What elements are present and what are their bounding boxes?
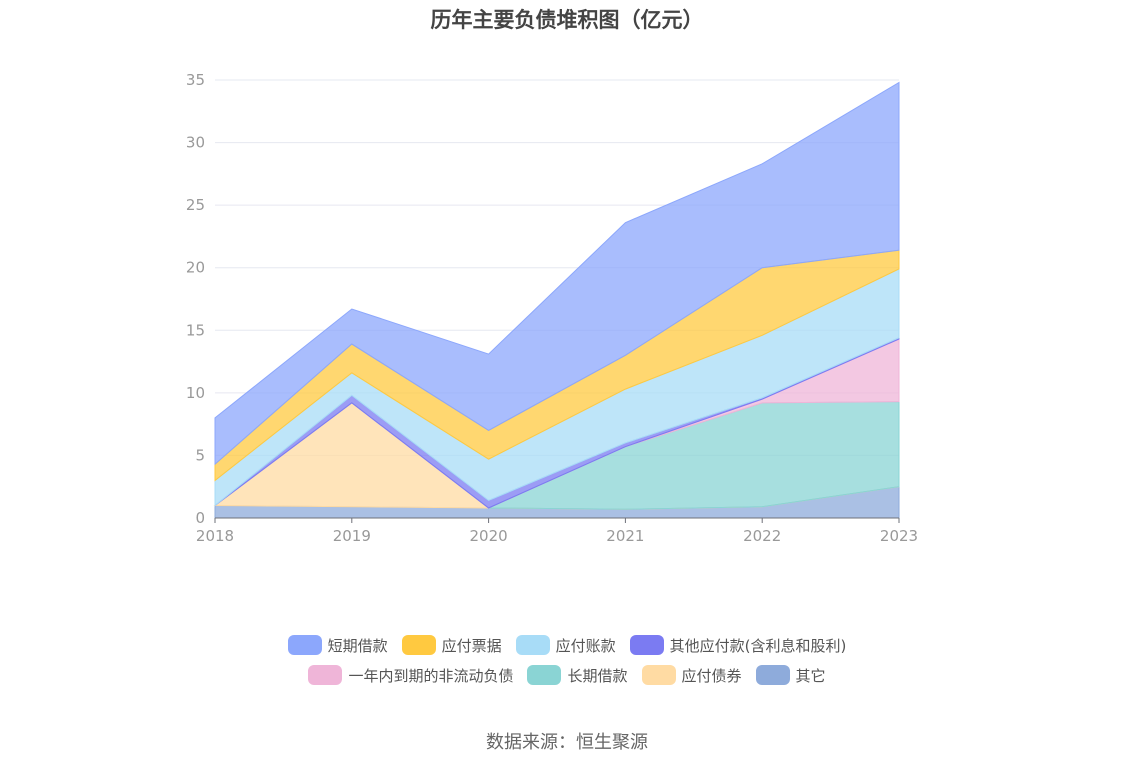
legend-item[interactable]: 一年内到期的非流动负债 — [308, 665, 513, 686]
axes: 0 5 10 15 20 25 30 35 2018 2019 2020 2021 2022 2023 — [186, 71, 918, 545]
legend-item[interactable]: 短期借款 — [287, 635, 388, 656]
legend-swatch — [308, 665, 343, 685]
legend-item[interactable]: 其他应付款(含利息和股利) — [629, 635, 847, 656]
legend-item[interactable]: 应付票据 — [401, 635, 502, 656]
legend-swatch — [641, 665, 676, 685]
x-tick-label: 2020 — [470, 527, 508, 545]
chart-title: 历年主要负债堆积图（亿元） — [430, 8, 704, 32]
x-tick-label: 2023 — [880, 527, 918, 545]
area-series-7 — [214, 81, 900, 466]
legend-item[interactable]: 应付账款 — [515, 635, 616, 656]
legend-item[interactable]: 应付债券 — [641, 665, 742, 686]
y-tick-label: 5 — [195, 446, 205, 464]
y-tick-label: 0 — [195, 509, 205, 527]
y-tick-label: 35 — [186, 71, 205, 89]
legend-swatch — [401, 635, 436, 655]
y-tick-label: 25 — [186, 196, 205, 214]
x-tick-label: 2021 — [606, 527, 644, 545]
legend-item[interactable]: 长期借款 — [527, 665, 628, 686]
legend-label: 应付票据 — [441, 636, 502, 655]
legend-swatch — [629, 635, 664, 655]
legend-swatch — [515, 635, 550, 655]
legend-swatch — [287, 635, 322, 655]
data-source: 数据来源：恒生聚源 — [486, 732, 648, 753]
legend-row: 短期借款 应付票据 应付账款 其他应付款(含利息和股利) — [0, 630, 1134, 660]
legend-label: 短期借款 — [327, 636, 388, 655]
legend-swatch — [755, 665, 790, 685]
legend-item[interactable]: 其它 — [755, 665, 826, 686]
x-tick-label: 2022 — [743, 527, 781, 545]
y-tick-label: 10 — [186, 384, 205, 402]
legend-label: 应付账款 — [555, 636, 616, 655]
area-series — [213, 81, 900, 519]
x-tick-label: 2018 — [196, 527, 234, 545]
legend-label: 其它 — [795, 666, 826, 685]
legend-row: 一年内到期的非流动负债 长期借款 应付债券 其它 — [0, 660, 1134, 690]
legend: 短期借款 应付票据 应付账款 其他应付款(含利息和股利) 一年内到期的非流动负债 长期借… — [0, 630, 1134, 690]
chart-area: 0 5 10 15 20 25 30 35 2018 2019 2020 2021 2022 2023 — [186, 71, 918, 545]
y-tick-label: 20 — [186, 259, 205, 277]
y-tick-label: 30 — [186, 134, 205, 152]
legend-label: 长期借款 — [567, 666, 628, 685]
legend-label: 其他应付款(含利息和股利) — [669, 636, 847, 655]
y-tick-label: 15 — [186, 321, 205, 339]
legend-label: 一年内到期的非流动负债 — [348, 666, 514, 685]
x-tick-label: 2019 — [333, 527, 371, 545]
legend-swatch — [527, 665, 562, 685]
legend-label: 应付债券 — [681, 666, 742, 685]
